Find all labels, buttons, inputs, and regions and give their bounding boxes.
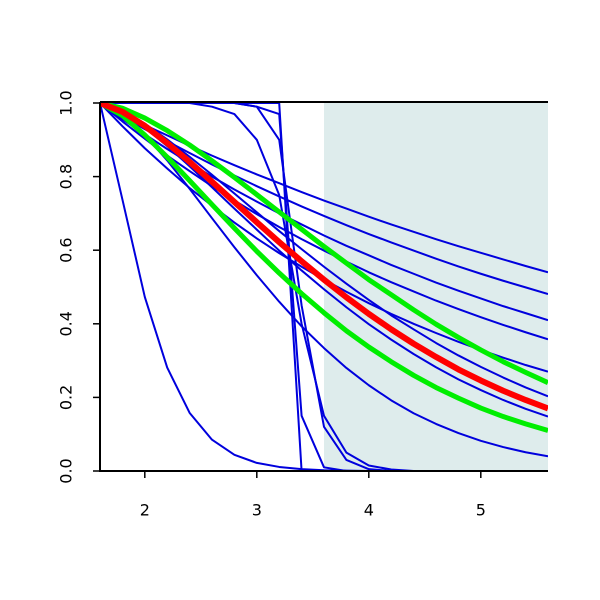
x-tick-label: 4 xyxy=(364,501,374,520)
plot-area xyxy=(100,101,548,472)
series-line xyxy=(100,102,548,458)
series-line xyxy=(100,102,548,398)
shaded-region xyxy=(324,103,548,471)
y-tick-label: 0.0 xyxy=(57,458,76,483)
series-line xyxy=(100,101,548,433)
y-tick-label: 0.8 xyxy=(57,164,76,189)
series-line xyxy=(100,102,548,341)
y-tick-label: 0.2 xyxy=(57,385,76,410)
y-tick-label: 1.0 xyxy=(57,90,76,115)
axes: 2 3 4 5 0.0 0.2 0.4 0.6 0.8 1.0 xyxy=(57,90,548,520)
series-line xyxy=(100,101,548,412)
x-tick-label: 3 xyxy=(252,501,262,520)
series-line xyxy=(100,101,548,385)
x-tick-label: 2 xyxy=(140,501,150,520)
y-tick-label: 0.6 xyxy=(57,237,76,262)
x-tick-label: 5 xyxy=(476,501,486,520)
y-tick-label: 0.4 xyxy=(57,311,76,336)
series-line xyxy=(100,102,548,274)
